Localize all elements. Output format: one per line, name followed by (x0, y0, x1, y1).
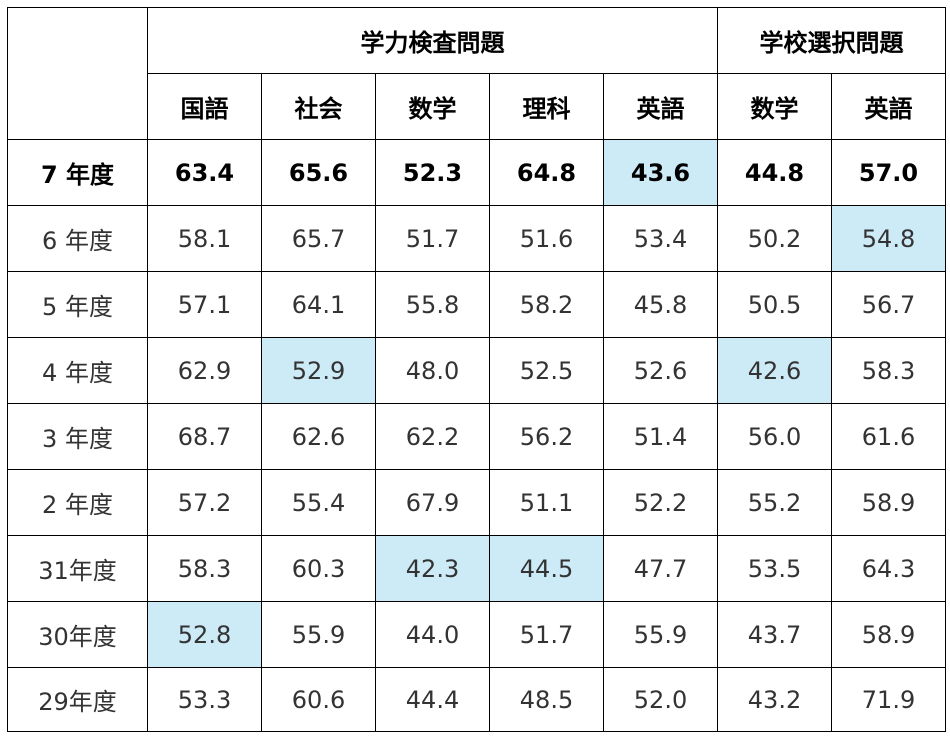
score-cell: 57.1 (147, 271, 262, 338)
score-cell: 42.6 (717, 337, 832, 404)
score-cell: 65.6 (261, 139, 376, 206)
year-label: 30年度 (7, 601, 148, 668)
score-cell: 58.2 (489, 271, 604, 338)
year-label: 3 年度 (7, 403, 148, 470)
score-cell: 56.7 (831, 271, 946, 338)
score-cell: 50.5 (717, 271, 832, 338)
score-cell: 58.3 (147, 535, 262, 602)
subject-header-sugaku: 数学 (375, 73, 490, 140)
year-label: 31年度 (7, 535, 148, 602)
score-cell: 53.5 (717, 535, 832, 602)
table-row: 30年度 52.8 55.9 44.0 51.7 55.9 43.7 58.9 (7, 601, 946, 668)
score-cell: 47.7 (603, 535, 718, 602)
score-cell: 53.3 (147, 667, 262, 732)
score-cell: 64.8 (489, 139, 604, 206)
score-cell: 48.0 (375, 337, 490, 404)
score-cell: 61.6 (831, 403, 946, 470)
score-cell: 44.0 (375, 601, 490, 668)
score-cell: 55.4 (261, 469, 376, 536)
score-cell: 51.1 (489, 469, 604, 536)
score-cell: 57.0 (831, 139, 946, 206)
group-header-gakuryoku: 学力検査問題 (147, 7, 718, 74)
score-cell: 65.7 (261, 205, 376, 272)
score-cell: 52.9 (261, 337, 376, 404)
score-table: 学力検査問題 学校選択問題 国語 社会 数学 理科 英語 数学 英語 7 年度 6… (7, 7, 946, 732)
score-cell: 50.2 (717, 205, 832, 272)
table-row: 31年度 58.3 60.3 42.3 44.5 47.7 53.5 64.3 (7, 535, 946, 602)
score-cell: 52.5 (489, 337, 604, 404)
score-cell: 62.2 (375, 403, 490, 470)
score-cell: 53.4 (603, 205, 718, 272)
score-cell: 44.5 (489, 535, 604, 602)
score-cell: 62.6 (261, 403, 376, 470)
score-cell: 45.8 (603, 271, 718, 338)
table-row: 6 年度 58.1 65.7 51.7 51.6 53.4 50.2 54.8 (7, 205, 946, 272)
year-label: 7 年度 (7, 139, 148, 206)
score-cell: 60.6 (261, 667, 376, 732)
score-cell: 55.8 (375, 271, 490, 338)
score-cell: 48.5 (489, 667, 604, 732)
subject-header-rika: 理科 (489, 73, 604, 140)
score-cell: 55.2 (717, 469, 832, 536)
score-cell: 43.7 (717, 601, 832, 668)
score-cell: 44.4 (375, 667, 490, 732)
year-label: 5 年度 (7, 271, 148, 338)
score-cell: 54.8 (831, 205, 946, 272)
subject-header-shakai: 社会 (261, 73, 376, 140)
score-cell: 51.7 (489, 601, 604, 668)
score-cell: 58.9 (831, 469, 946, 536)
score-cell: 71.9 (831, 667, 946, 732)
score-cell: 55.9 (603, 601, 718, 668)
score-cell: 62.9 (147, 337, 262, 404)
score-cell: 67.9 (375, 469, 490, 536)
year-label: 2 年度 (7, 469, 148, 536)
header-row-groups: 学力検査問題 学校選択問題 (7, 7, 946, 140)
year-label: 6 年度 (7, 205, 148, 272)
score-cell: 68.7 (147, 403, 262, 470)
score-cell: 56.0 (717, 403, 832, 470)
table-row: 3 年度 68.7 62.6 62.2 56.2 51.4 56.0 61.6 (7, 403, 946, 470)
year-label: 29年度 (7, 667, 148, 732)
score-cell: 64.3 (831, 535, 946, 602)
score-cell: 64.1 (261, 271, 376, 338)
score-cell: 51.7 (375, 205, 490, 272)
score-cell: 63.4 (147, 139, 262, 206)
table-body: 学力検査問題 学校選択問題 国語 社会 数学 理科 英語 数学 英語 7 年度 6… (7, 7, 946, 732)
subject-header-sentaku-eigo: 英語 (831, 73, 946, 140)
header-row-subjects: 国語 社会 数学 理科 英語 数学 英語 (8, 73, 946, 140)
subject-header-eigo: 英語 (603, 73, 718, 140)
score-cell: 51.6 (489, 205, 604, 272)
table-row: 5 年度 57.1 64.1 55.8 58.2 45.8 50.5 56.7 (7, 271, 946, 338)
score-cell: 55.9 (261, 601, 376, 668)
year-label: 4 年度 (7, 337, 148, 404)
score-cell: 42.3 (375, 535, 490, 602)
group-header-gakkou-sentaku: 学校選択問題 (717, 7, 946, 74)
score-cell: 60.3 (261, 535, 376, 602)
score-cell: 56.2 (489, 403, 604, 470)
table-row: 29年度 53.3 60.6 44.4 48.5 52.0 43.2 71.9 (7, 667, 946, 732)
score-cell: 51.4 (603, 403, 718, 470)
table-row: 7 年度 63.4 65.6 52.3 64.8 43.6 44.8 57.0 (7, 139, 946, 206)
score-cell: 57.2 (147, 469, 262, 536)
corner-cell (7, 7, 148, 140)
table-row: 2 年度 57.2 55.4 67.9 51.1 52.2 55.2 58.9 (7, 469, 946, 536)
score-cell: 43.2 (717, 667, 832, 732)
score-cell: 44.8 (717, 139, 832, 206)
subject-header-sentaku-sugaku: 数学 (717, 73, 832, 140)
score-cell: 58.3 (831, 337, 946, 404)
score-cell: 52.0 (603, 667, 718, 732)
score-cell: 52.3 (375, 139, 490, 206)
score-cell: 52.6 (603, 337, 718, 404)
table-row: 4 年度 62.9 52.9 48.0 52.5 52.6 42.6 58.3 (7, 337, 946, 404)
score-cell: 58.9 (831, 601, 946, 668)
score-cell: 43.6 (603, 139, 718, 206)
score-cell: 52.2 (603, 469, 718, 536)
score-cell: 52.8 (147, 601, 262, 668)
subject-header-kokugo: 国語 (147, 73, 262, 140)
score-cell: 58.1 (147, 205, 262, 272)
